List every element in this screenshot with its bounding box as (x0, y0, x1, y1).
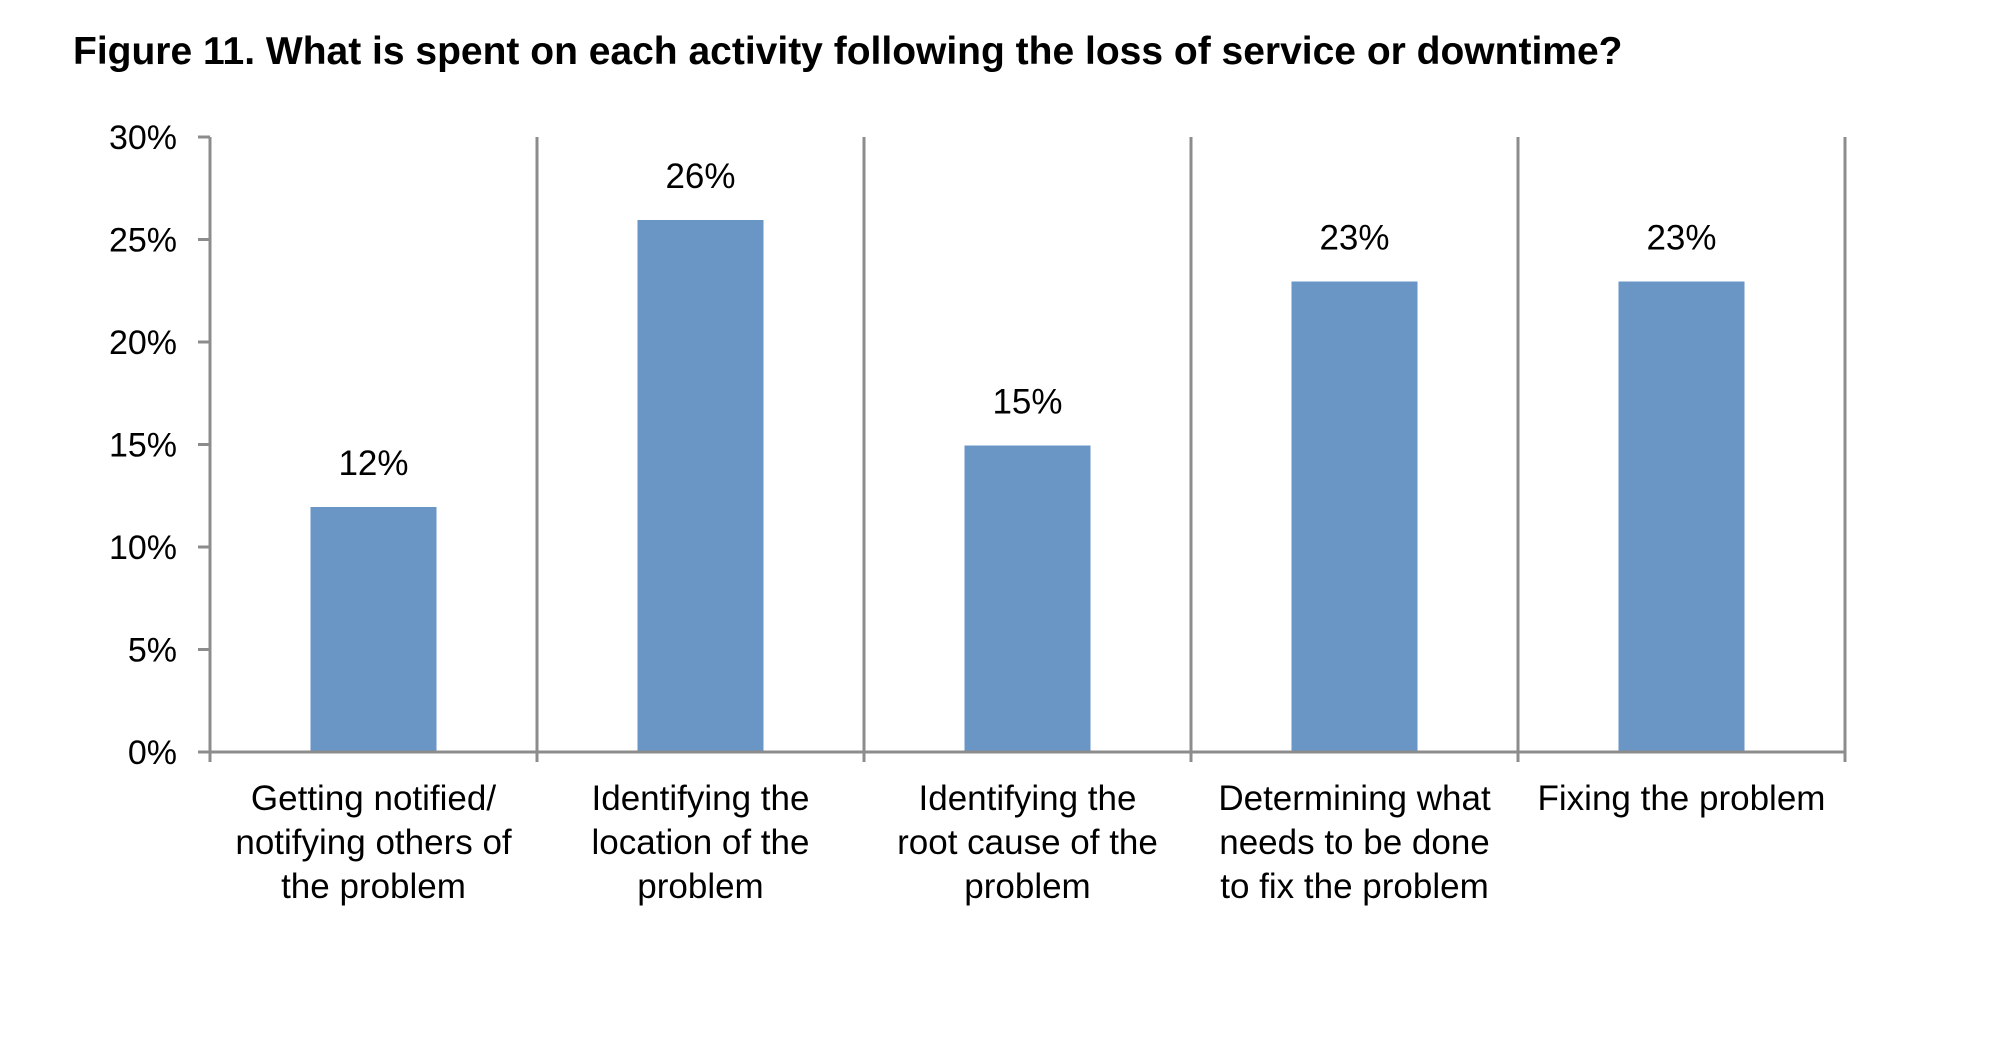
x-tick-label: Identifying the location of the problem (592, 779, 810, 906)
y-axis-ticks: 0% 5% 10% 15% 20% 25% 30% (109, 119, 210, 772)
y-tick-label: 15% (109, 427, 177, 465)
y-tick-label: 20% (109, 324, 177, 362)
x-tick-label: Getting notified/notifying others of the … (235, 779, 512, 906)
y-tick-label: 30% (109, 119, 177, 157)
y-tick-label: 5% (128, 632, 177, 670)
x-tick-label: Identifying the root cause of the problem (897, 779, 1158, 906)
axes (198, 137, 1845, 762)
y-tick-label: 25% (109, 222, 177, 260)
data-label: 26% (665, 157, 735, 196)
data-label: 23% (1319, 219, 1389, 258)
bar (1289, 279, 1420, 753)
data-label: 12% (338, 444, 408, 483)
x-axis-labels: Getting notified/notifying others of the … (235, 779, 1825, 906)
x-tick-label: Determining what needs to be done to fix t… (1218, 779, 1491, 906)
chart-title: Figure 11. What is spent on each activit… (73, 30, 1623, 73)
category-separators (535, 137, 1847, 762)
bar (962, 443, 1093, 753)
data-label: 15% (992, 383, 1062, 422)
bars (308, 218, 1747, 753)
bar (635, 218, 766, 753)
data-labels: 12% 26% 15% 23% 23% (338, 157, 1716, 483)
y-tick-label: 0% (128, 734, 177, 772)
data-label: 23% (1646, 219, 1716, 258)
bar (308, 505, 439, 753)
x-tick-label: Fixing the problem (1538, 779, 1826, 818)
bar (1616, 279, 1747, 753)
y-tick-label: 10% (109, 529, 177, 567)
